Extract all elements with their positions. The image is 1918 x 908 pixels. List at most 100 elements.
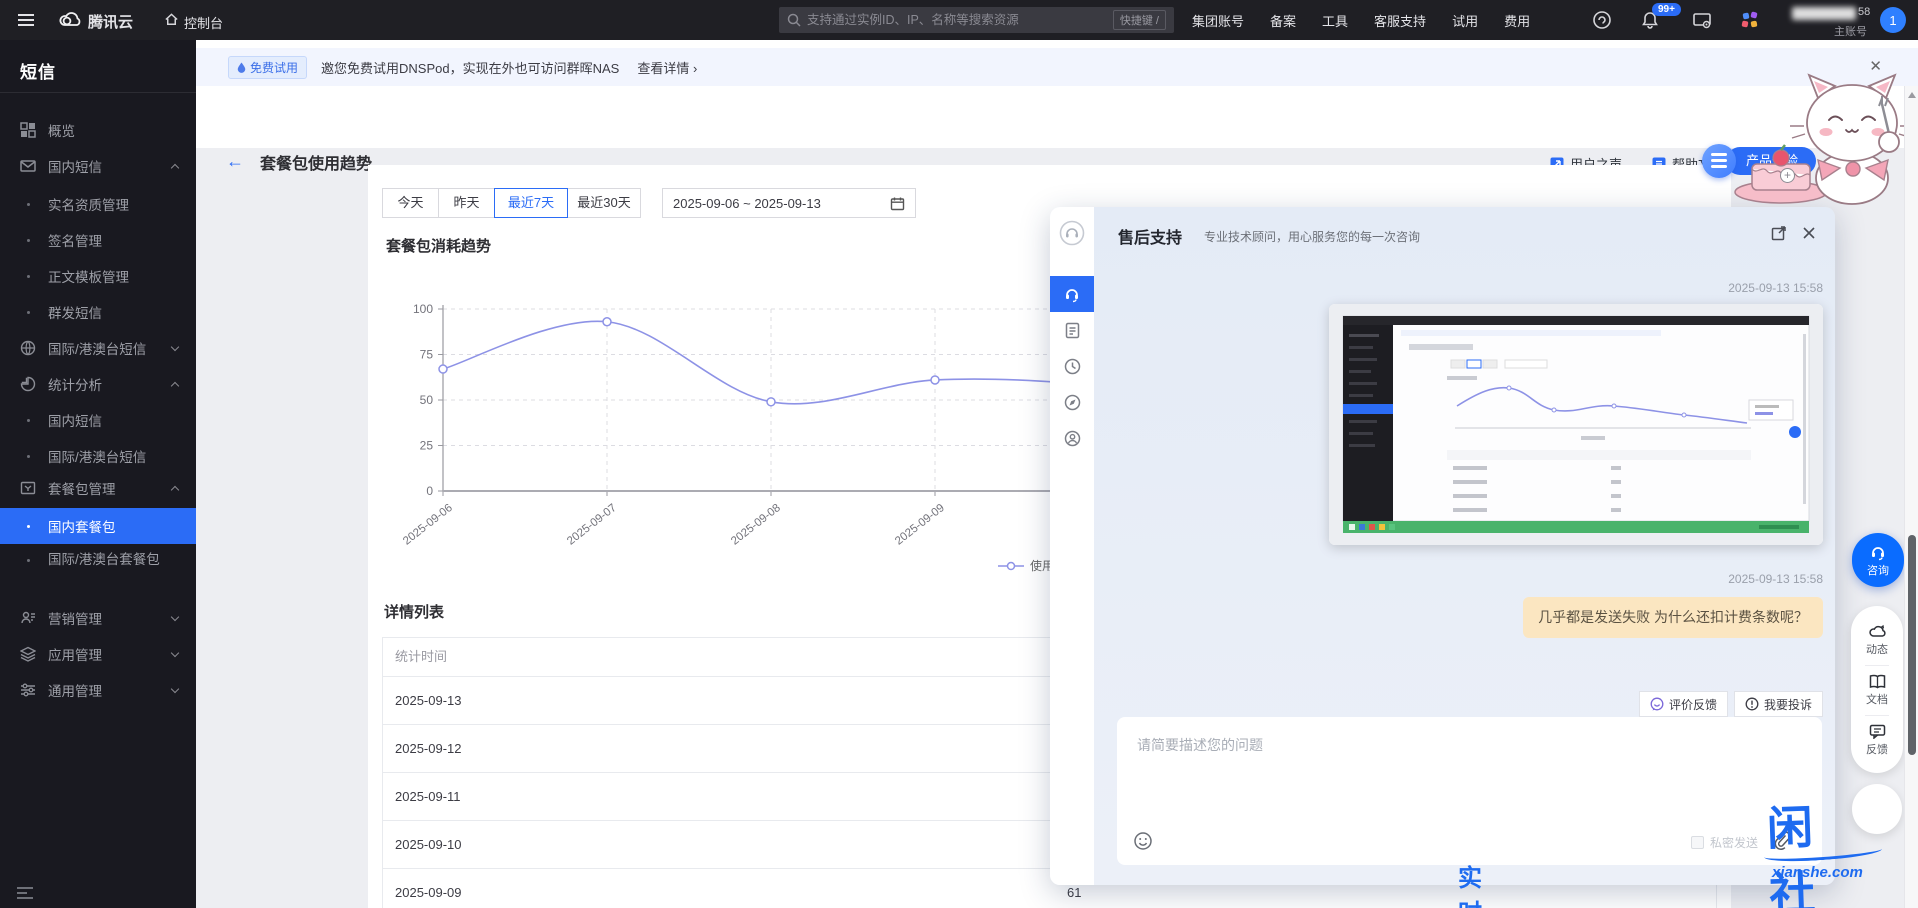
rail-chat-tab[interactable] xyxy=(1050,276,1094,312)
sidebar-item-app-mgmt[interactable]: 应用管理 xyxy=(0,636,196,672)
sidebar-item-domestic-sms[interactable]: 国内短信 xyxy=(0,148,196,184)
nav-tools[interactable]: 工具 xyxy=(1322,13,1349,29)
sidebar-item-package-mgmt[interactable]: 套餐包管理 xyxy=(0,470,196,506)
filter-last7days[interactable]: 最近7天 xyxy=(494,188,568,218)
nav-support[interactable]: 客服支持 xyxy=(1374,13,1427,29)
sticker-plus-icon[interactable]: + xyxy=(1780,168,1795,183)
nav-icp[interactable]: 备案 xyxy=(1270,13,1297,29)
support-plan-icon[interactable] xyxy=(1592,10,1612,30)
brand-name[interactable]: 腾讯云 xyxy=(88,14,134,31)
sidebar-item-intl-sms[interactable]: 国际/港澳台短信 xyxy=(0,330,196,366)
news-float-button[interactable]: 动态 xyxy=(1851,618,1903,663)
filter-yesterday[interactable]: 昨天 xyxy=(438,188,495,218)
colorful-pinwheel-icon[interactable] xyxy=(1740,10,1760,30)
account-name-redacted xyxy=(1792,7,1856,20)
sidebar-item-signature[interactable]: 签名管理 xyxy=(0,222,196,258)
sidebar-item-realname[interactable]: 实名资质管理 xyxy=(0,186,196,222)
table-row[interactable]: 2025-09-12 xyxy=(383,724,1716,772)
global-search[interactable]: 快捷键 / xyxy=(779,7,1174,33)
chat-subtitle: 专业技术顾问，用心服务您的每一次咨询 xyxy=(1204,230,1421,244)
back-arrow-icon[interactable]: ← xyxy=(226,151,244,171)
table-row[interactable]: 2025-09-09 61 xyxy=(383,868,1716,908)
rate-feedback-button[interactable]: 评价反馈 xyxy=(1638,691,1728,717)
extra-float-button[interactable] xyxy=(1852,784,1902,834)
banner-close-icon[interactable]: ✕ xyxy=(1869,58,1882,75)
user-message-bubble: 几乎都是发送失败 为什么还扣计费条数呢？ xyxy=(1523,597,1823,638)
docs-float-button[interactable]: 文档 xyxy=(1851,668,1903,713)
sidebar-item-analytics-domestic[interactable]: 国内短信 xyxy=(0,402,196,438)
message-timestamp: 2025-09-13 15:58 xyxy=(1728,281,1823,295)
page-header: ← 套餐包使用趋势 用户之声 帮助文档 产品体验 xyxy=(196,86,1918,178)
feedback-float-button[interactable]: 反馈 xyxy=(1851,718,1903,763)
banner-badge: 免费试用 xyxy=(228,55,308,79)
rail-history-tab[interactable] xyxy=(1050,348,1094,384)
nav-billing[interactable]: 费用 xyxy=(1504,13,1531,29)
scrollbar-thumb[interactable] xyxy=(1908,535,1916,755)
divider xyxy=(1865,665,1889,666)
sidebar-item-intl-package[interactable]: 国际/港澳台套餐包 xyxy=(0,544,196,596)
sidebar-item-general-mgmt[interactable]: 通用管理 xyxy=(0,672,196,708)
private-send-checkbox[interactable] xyxy=(1690,836,1704,849)
exclamation-circle-icon xyxy=(1745,697,1759,711)
table-row[interactable]: 2025-09-10 xyxy=(383,820,1716,868)
console-link[interactable]: 控制台 xyxy=(184,16,224,31)
sidebar-item-analytics[interactable]: 统计分析 xyxy=(0,366,196,402)
cloud-activity-icon xyxy=(1868,624,1886,637)
feedback-row: 评价反馈 我要投诉 xyxy=(1638,691,1823,717)
svg-text:25: 25 xyxy=(420,439,434,453)
sidebar-collapse-icon[interactable] xyxy=(16,886,34,900)
page-scrollbar[interactable] xyxy=(1904,86,1918,908)
filter-last30days[interactable]: 最近30天 xyxy=(567,188,641,218)
compass-icon xyxy=(1064,394,1080,410)
svg-text:2025-09-08: 2025-09-08 xyxy=(729,502,783,548)
table-row[interactable]: 2025-09-13 xyxy=(383,676,1716,724)
close-icon[interactable] xyxy=(1801,225,1817,241)
sidebar-item-analytics-intl[interactable]: 国际/港澳台短信 xyxy=(0,438,196,474)
sidebar-divider xyxy=(0,92,196,93)
globe-icon xyxy=(20,340,36,356)
rail-explore-tab[interactable] xyxy=(1050,384,1094,420)
home-icon xyxy=(165,13,178,25)
sidebar-item-template[interactable]: 正文模板管理 xyxy=(0,258,196,294)
rail-profile-tab[interactable] xyxy=(1050,420,1094,456)
sidebar-item-domestic-package[interactable]: 国内套餐包 xyxy=(0,508,196,544)
chat-screenshot-thumbnail[interactable] xyxy=(1329,304,1823,545)
table-row[interactable]: 2025-09-11 xyxy=(383,772,1716,820)
emoji-icon[interactable] xyxy=(1133,831,1153,851)
sidebar-item-overview[interactable]: 概览 xyxy=(0,112,196,148)
nav-group-account[interactable]: 集团账号 xyxy=(1192,13,1245,29)
banner-text: 邀您免费试用DNSPod，实现在外也可访问群晖NAS xyxy=(321,60,620,76)
top-bar: 腾讯云 控制台 快捷键 / 集团账号 备案 工具 客服支持 试用 费用 99+ … xyxy=(0,0,1918,40)
chat-message-input[interactable] xyxy=(1137,735,1697,805)
private-send-option[interactable]: 私密发送 xyxy=(1690,834,1758,851)
rail-docs-tab[interactable] xyxy=(1050,312,1094,348)
chat-input-box: 私密发送 xyxy=(1117,717,1822,865)
tencent-cloud-logo-icon[interactable] xyxy=(58,9,82,31)
consult-float-button[interactable]: 咨询 xyxy=(1852,533,1904,587)
filter-today[interactable]: 今天 xyxy=(382,188,439,218)
sidebar-item-bulk-sms[interactable]: 群发短信 xyxy=(0,294,196,330)
account-suffix: 58 xyxy=(1858,6,1871,18)
user-avatar[interactable]: 1 xyxy=(1880,7,1906,33)
chat-rail xyxy=(1050,207,1094,885)
hamburger-menu-icon[interactable] xyxy=(16,10,36,30)
banner-link[interactable]: 查看详情 › xyxy=(637,60,698,76)
sidebar-title: 短信 xyxy=(20,63,56,82)
layers-icon xyxy=(20,646,36,662)
sidebar: 短信 概览 国内短信 实名资质管理 签名管理 正文模板管理 群发短信 国际/港澳… xyxy=(0,40,196,908)
sidebar-item-marketing[interactable]: 营销管理 xyxy=(0,600,196,636)
complaint-button[interactable]: 我要投诉 xyxy=(1733,691,1823,717)
attachment-paperclip-icon[interactable] xyxy=(1772,830,1790,850)
document-icon xyxy=(1065,322,1079,338)
search-input[interactable] xyxy=(807,13,1113,27)
divider xyxy=(1865,715,1889,716)
popout-icon[interactable] xyxy=(1771,225,1787,241)
product-experience-button[interactable]: 产品体验 xyxy=(1702,144,1817,178)
chart-title: 套餐包消耗趋势 xyxy=(386,238,492,255)
nav-trial[interactable]: 试用 xyxy=(1452,13,1479,29)
scroll-up-arrow-icon[interactable] xyxy=(1908,92,1916,98)
date-range-picker[interactable]: 2025-09-06 ~ 2025-09-13 xyxy=(662,188,916,218)
history-clock-icon xyxy=(1064,358,1080,374)
console-settings-icon[interactable] xyxy=(1692,10,1712,30)
svg-text:75: 75 xyxy=(420,348,434,362)
